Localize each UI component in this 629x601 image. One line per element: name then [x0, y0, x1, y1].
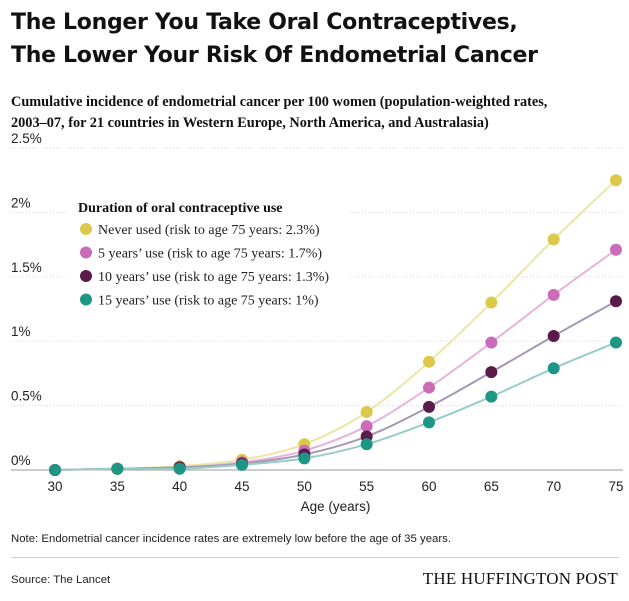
data-point-series-4 — [298, 452, 311, 465]
data-point-series-3 — [610, 295, 622, 308]
chart-subtitle: Cumulative incidence of endometrial canc… — [11, 92, 623, 134]
x-axis-title: Age (years) — [301, 499, 371, 514]
y-tick-label: 0.5% — [11, 389, 42, 404]
title-line: The Longer You Take Oral Contraceptives, — [11, 10, 518, 35]
title-line: The Lower Your Risk Of Endometrial Cance… — [11, 43, 538, 68]
data-point-series-2 — [360, 420, 373, 433]
data-point-series-4 — [610, 336, 622, 349]
legend-title: Duration of oral contraceptive use — [78, 201, 283, 216]
chart-title: The Longer You Take Oral Contraceptives,… — [11, 6, 623, 72]
series-points — [49, 174, 622, 476]
legend-label: Never used (risk to age 75 years: 2.3%) — [98, 223, 320, 238]
data-point-series-2 — [485, 336, 498, 349]
data-point-series-4 — [236, 458, 248, 471]
legend-swatch — [80, 270, 92, 282]
subtitle-line: 2003–07, for 21 countries in Western Eur… — [11, 115, 489, 131]
footnote: Note: Endometrial cancer incidence rates… — [11, 533, 452, 545]
data-point-series-3 — [547, 330, 560, 343]
legend: Duration of oral contraceptive use Never… — [66, 188, 350, 318]
x-tick-label: 65 — [484, 479, 499, 494]
y-tick-label: 1.5% — [11, 260, 42, 275]
x-tick-label: 40 — [172, 479, 187, 494]
x-tick-label: 60 — [421, 479, 436, 494]
data-point-series-2 — [610, 243, 622, 256]
data-point-series-4 — [547, 362, 560, 375]
data-point-series-4 — [111, 462, 124, 475]
y-tick-label: 2.5% — [11, 131, 42, 146]
data-point-series-4 — [423, 416, 435, 429]
publisher-logo: THE HUFFINGTON POST — [422, 569, 618, 588]
x-tick-label: 70 — [546, 479, 561, 494]
series-line-3 — [54, 300, 617, 471]
data-point-series-4 — [173, 462, 186, 475]
y-tick-label: 1% — [11, 324, 31, 339]
x-tick-label: 35 — [110, 479, 125, 494]
x-tick-label: 30 — [47, 479, 62, 494]
y-tick-label: 0% — [11, 453, 31, 468]
footer-divider — [11, 557, 619, 558]
legend-swatch — [80, 293, 92, 306]
data-point-series-2 — [423, 381, 435, 394]
data-point-series-3 — [485, 366, 498, 379]
data-point-series-1 — [360, 406, 373, 419]
source-credit: Source: The Lancet — [11, 574, 111, 586]
data-point-series-4 — [49, 464, 61, 476]
y-axis-tick-labels: 0% 0.5% 1% 1.5% 2% 2.5% — [11, 131, 42, 468]
data-point-series-1 — [485, 296, 498, 309]
legend-label: 15 years’ use (risk to age 75 years: 1%) — [98, 294, 319, 309]
data-point-series-4 — [360, 438, 373, 451]
series-line-4 — [54, 341, 617, 471]
x-tick-label: 55 — [359, 479, 374, 494]
subtitle-line: Cumulative incidence of endometrial canc… — [11, 94, 548, 110]
x-axis-tick-labels: 30 35 40 45 50 55 60 65 70 75 — [47, 479, 623, 494]
x-tick-label: 50 — [297, 479, 312, 494]
series-lines — [54, 179, 617, 471]
legend-label: 5 years’ use (risk to age 75 years: 1.7%… — [98, 247, 322, 262]
legend-label: 10 years’ use (risk to age 75 years: 1.3… — [98, 270, 329, 285]
y-tick-label: 2% — [11, 195, 31, 210]
data-point-series-4 — [485, 390, 498, 403]
data-point-series-2 — [547, 288, 560, 301]
legend-items: Never used (risk to age 75 years: 2.3%) 5… — [80, 223, 329, 309]
data-point-series-1 — [547, 233, 560, 246]
legend-background — [66, 188, 350, 318]
data-point-series-3 — [423, 400, 435, 413]
line-chart: 0%0.5%1%1.5%2%2.5% 30 35 40 45 50 55 60 65 70 75 … — [11, 131, 624, 514]
data-point-series-1 — [610, 174, 622, 187]
data-point-series-1 — [423, 355, 435, 368]
x-tick-label: 75 — [608, 479, 623, 494]
legend-swatch — [80, 223, 92, 235]
legend-swatch — [80, 246, 92, 259]
x-tick-label: 45 — [234, 479, 249, 494]
